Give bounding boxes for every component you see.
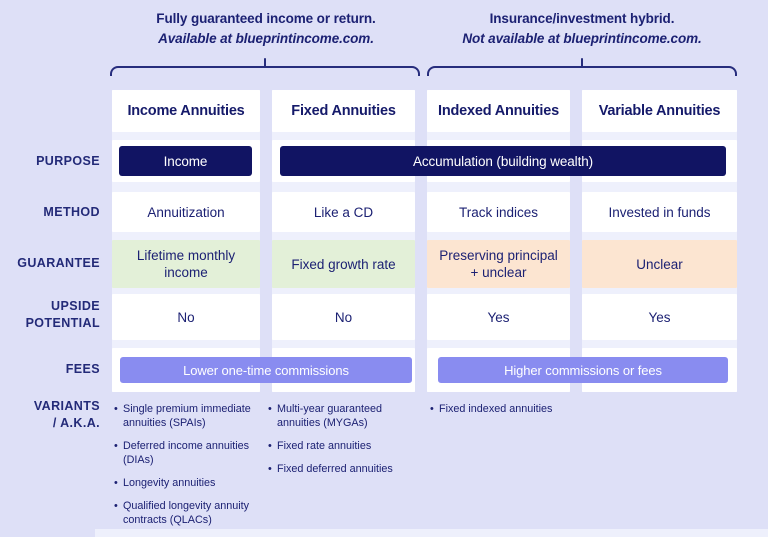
column-header: Income Annuities [112,90,260,132]
column-income-annuities: Income Annuities Annuitization Lifetime … [112,90,260,392]
upside-cell: Yes [582,294,737,340]
variants-list-income: Single premium immediate annuities (SPAI… [114,402,264,536]
group-caption-line: Fully guaranteed income or return. [156,11,376,26]
group-caption-line: Insurance/investment hybrid. [489,11,675,26]
fees-pill-higher: Higher commissions or fees [438,357,728,383]
bracket-tick [581,58,583,68]
column-header: Indexed Annuities [427,90,570,132]
row-label-line: VARIANTS [33,399,100,413]
guarantee-cell: Fixed growth rate [272,240,415,288]
method-cell: Invested in funds [582,192,737,232]
variant-item: Deferred income annuities (DIAs) [114,439,264,467]
row-label-fees: FEES [65,362,100,376]
column-header: Variable Annuities [582,90,737,132]
upside-cell: No [272,294,415,340]
purpose-pill-income: Income [119,146,252,176]
method-cell: Like a CD [272,192,415,232]
row-label-guarantee: GUARANTEE [17,256,100,270]
variant-item: Fixed indexed annuities [430,402,580,416]
column-variable-annuities: Variable Annuities Invested in funds Unc… [582,90,737,392]
row-label-method: METHOD [43,205,100,219]
method-cell: Annuitization [112,192,260,232]
group-caption-hybrid: Insurance/investment hybrid. Not availab… [417,9,747,49]
fees-pill-lower: Lower one-time commissions [120,357,412,383]
column-fixed-annuities: Fixed Annuities Like a CD Fixed growth r… [272,90,415,392]
group-caption-guaranteed: Fully guaranteed income or return. Avail… [101,9,431,49]
bracket-tick [264,58,266,68]
bracket-left-group [110,58,420,76]
variant-item: Multi-year guaranteed annuities (MYGAs) [268,402,426,430]
group-caption-availability: Available at blueprintincome.com. [158,31,374,46]
variant-item: Single premium immediate annuities (SPAI… [114,402,264,430]
method-cell: Track indices [427,192,570,232]
variant-item: Longevity annuities [114,476,264,490]
row-label-line: / A.K.A. [52,416,100,430]
row-label-purpose: PURPOSE [36,154,100,168]
variant-item: Fixed deferred annuities [268,462,426,476]
row-label-line: POTENTIAL [25,316,100,330]
bracket-right-group [427,58,737,76]
row-label-line: UPSIDE [51,299,100,313]
variant-item: Fixed rate annuities [268,439,426,453]
purpose-pill-accumulation: Accumulation (building wealth) [280,146,726,176]
guarantee-cell: Lifetime monthly income [112,240,260,288]
variants-list-indexed: Fixed indexed annuities [430,402,580,425]
upside-cell: Yes [427,294,570,340]
guarantee-cell: Preserving principal + unclear [427,240,570,288]
upside-cell: No [112,294,260,340]
variants-list-fixed: Multi-year guaranteed annuities (MYGAs) … [268,402,426,485]
row-label-variants-aka: VARIANTS / A.K.A. [0,398,100,432]
row-label-upside-potential: UPSIDE POTENTIAL [0,298,100,332]
guarantee-cell: Unclear [582,240,737,288]
bottom-section-edge [95,529,768,537]
column-indexed-annuities: Indexed Annuities Track indices Preservi… [427,90,570,392]
group-caption-availability: Not available at blueprintincome.com. [462,31,702,46]
variant-item: Qualified longevity annuity contracts (Q… [114,499,264,527]
column-header: Fixed Annuities [272,90,415,132]
